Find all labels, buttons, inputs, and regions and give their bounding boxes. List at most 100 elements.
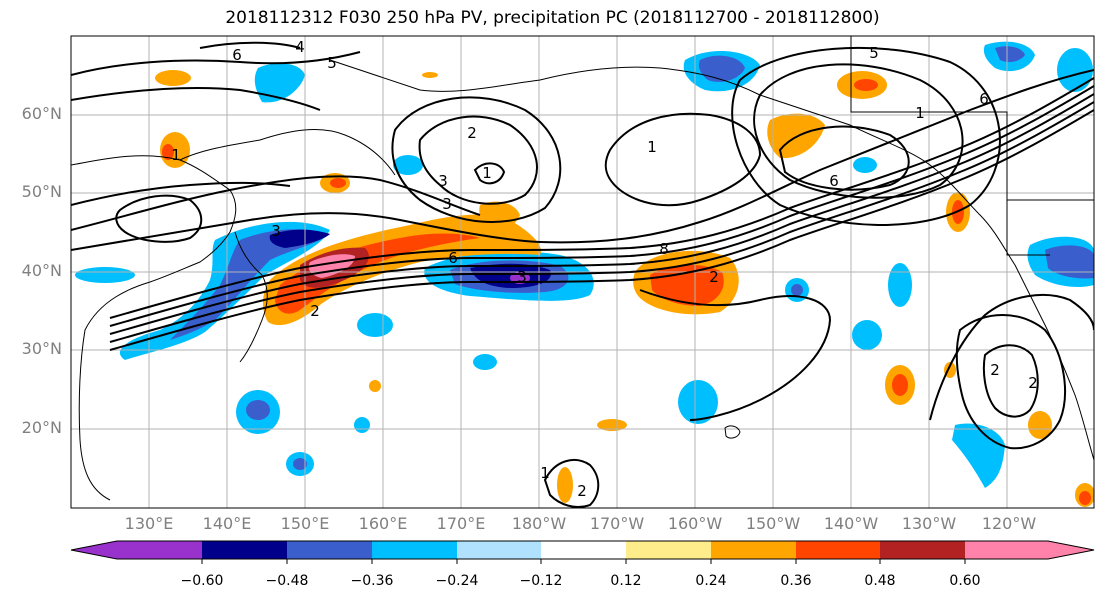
precip-negative-area <box>995 46 1025 63</box>
pv-contour <box>199 41 301 49</box>
contour-label: 2 <box>467 124 477 142</box>
contour-label: 2 <box>990 361 1000 379</box>
precip-negative-area <box>254 63 305 103</box>
coastline-okhotsk <box>179 129 396 176</box>
precip-positive-area <box>1079 491 1091 505</box>
pv-contour <box>109 109 1094 351</box>
colorbar-tick-label: 0.12 <box>610 573 642 589</box>
contour-label: 3 <box>271 222 281 240</box>
pv-contour <box>109 93 1094 335</box>
contour-label: 3 <box>438 172 448 190</box>
contour-label: 4 <box>295 38 305 56</box>
lon-label: 170°E <box>436 514 486 533</box>
precip-negative-area <box>170 229 330 340</box>
colorbar-tick-label: 0.36 <box>780 573 812 589</box>
precip-positive-area <box>422 72 438 78</box>
colorbar-segment <box>117 541 202 559</box>
precip-negative-area <box>698 55 745 82</box>
lat-label: 20°N <box>21 418 62 437</box>
contour-label: 1 <box>540 464 550 482</box>
pv-contour <box>71 181 291 206</box>
colorbar-tick-label: −0.36 <box>350 573 394 589</box>
contour-label: 6 <box>829 172 839 190</box>
pv-contour <box>71 87 321 111</box>
precip-positive-area <box>1028 411 1052 439</box>
pv-contour <box>71 51 361 76</box>
colorbar-outline <box>70 540 1095 560</box>
colorbar-segment <box>202 541 287 559</box>
precip-positive-area <box>330 178 346 188</box>
lat-label: 60°N <box>21 104 62 123</box>
colorbar-tick-label: 0.24 <box>695 573 727 589</box>
precip-negative-area <box>852 320 882 350</box>
colorbar-tick-label: 0.60 <box>949 573 981 589</box>
precip-negative-area <box>75 267 135 283</box>
pv-contour <box>391 96 562 223</box>
lon-label: 150°W <box>745 514 801 533</box>
pv-contours <box>71 41 1094 508</box>
lon-label: 130°E <box>124 514 174 533</box>
contour-label: 1 <box>482 164 492 182</box>
precip-negative-area <box>246 400 270 420</box>
colorbar-segment <box>796 541 880 559</box>
colorbar-segment <box>541 541 626 559</box>
pv-contour <box>778 125 910 191</box>
lon-label: 160°E <box>358 514 408 533</box>
map-title: 2018112312 F030 250 hPa PV, precipitatio… <box>225 8 880 28</box>
precip-positive-area <box>162 144 174 160</box>
map-frame <box>70 35 1095 509</box>
pv-contour <box>982 344 1039 418</box>
lon-label: 120°W <box>981 514 1037 533</box>
colorbar-segment <box>287 541 372 559</box>
precip-negative-area <box>678 380 718 424</box>
colorbar-tick-label: −0.48 <box>265 573 309 589</box>
pv-contour <box>543 459 600 508</box>
precip-negative-area <box>354 417 370 433</box>
precip-positive-area <box>155 70 191 86</box>
precip-negative-area <box>791 284 803 296</box>
contour-label: 5 <box>869 44 879 62</box>
precip-positive-area <box>262 214 541 326</box>
lat-label: 50°N <box>21 182 62 201</box>
contour-label: 2 <box>310 302 320 320</box>
coastline-asia <box>71 155 237 501</box>
pv-contour <box>604 112 762 207</box>
colorbar-segment <box>626 541 711 559</box>
precip-negative-area <box>853 157 877 173</box>
pv-contour <box>109 77 1094 319</box>
pv-contour <box>109 101 1094 343</box>
contour-label: 3 <box>517 268 527 286</box>
border-alaska <box>850 36 1094 201</box>
lon-label: 140°E <box>202 514 252 533</box>
pv-contour <box>639 289 832 421</box>
coastline-north-pacific <box>329 59 1094 461</box>
lon-label: 140°W <box>823 514 879 533</box>
pv-contour <box>731 46 1001 226</box>
colorbar-segment <box>711 541 796 559</box>
contour-label: 2 <box>1028 374 1038 392</box>
precip-positive-area <box>854 79 878 91</box>
pv-contour <box>71 69 1094 251</box>
lat-label: 40°N <box>21 261 62 280</box>
lat-label: 30°N <box>21 339 62 358</box>
lon-label: 130°W <box>901 514 957 533</box>
pv-contour <box>473 162 506 185</box>
precip-negative-area <box>473 354 497 370</box>
colorbar-min-arrow <box>71 541 117 559</box>
colorbar-tick-label: 0.48 <box>864 573 896 589</box>
island-hawaii <box>724 425 741 439</box>
coastline-japan <box>234 231 268 363</box>
lon-label: 150°E <box>280 514 330 533</box>
pv-contour <box>115 194 203 243</box>
contour-label: 1 <box>171 146 181 164</box>
precip-negative-area <box>1057 48 1093 92</box>
colorbar-tick-label: −0.12 <box>519 573 563 589</box>
colorbar <box>70 540 1095 564</box>
border-canada <box>1006 200 1050 256</box>
contour-label: 6 <box>448 249 458 267</box>
precip-negative-area <box>888 263 912 307</box>
contour-label: 5 <box>327 54 337 72</box>
colorbar-max-arrow <box>1048 541 1094 559</box>
colorbar-segment <box>965 541 1048 559</box>
